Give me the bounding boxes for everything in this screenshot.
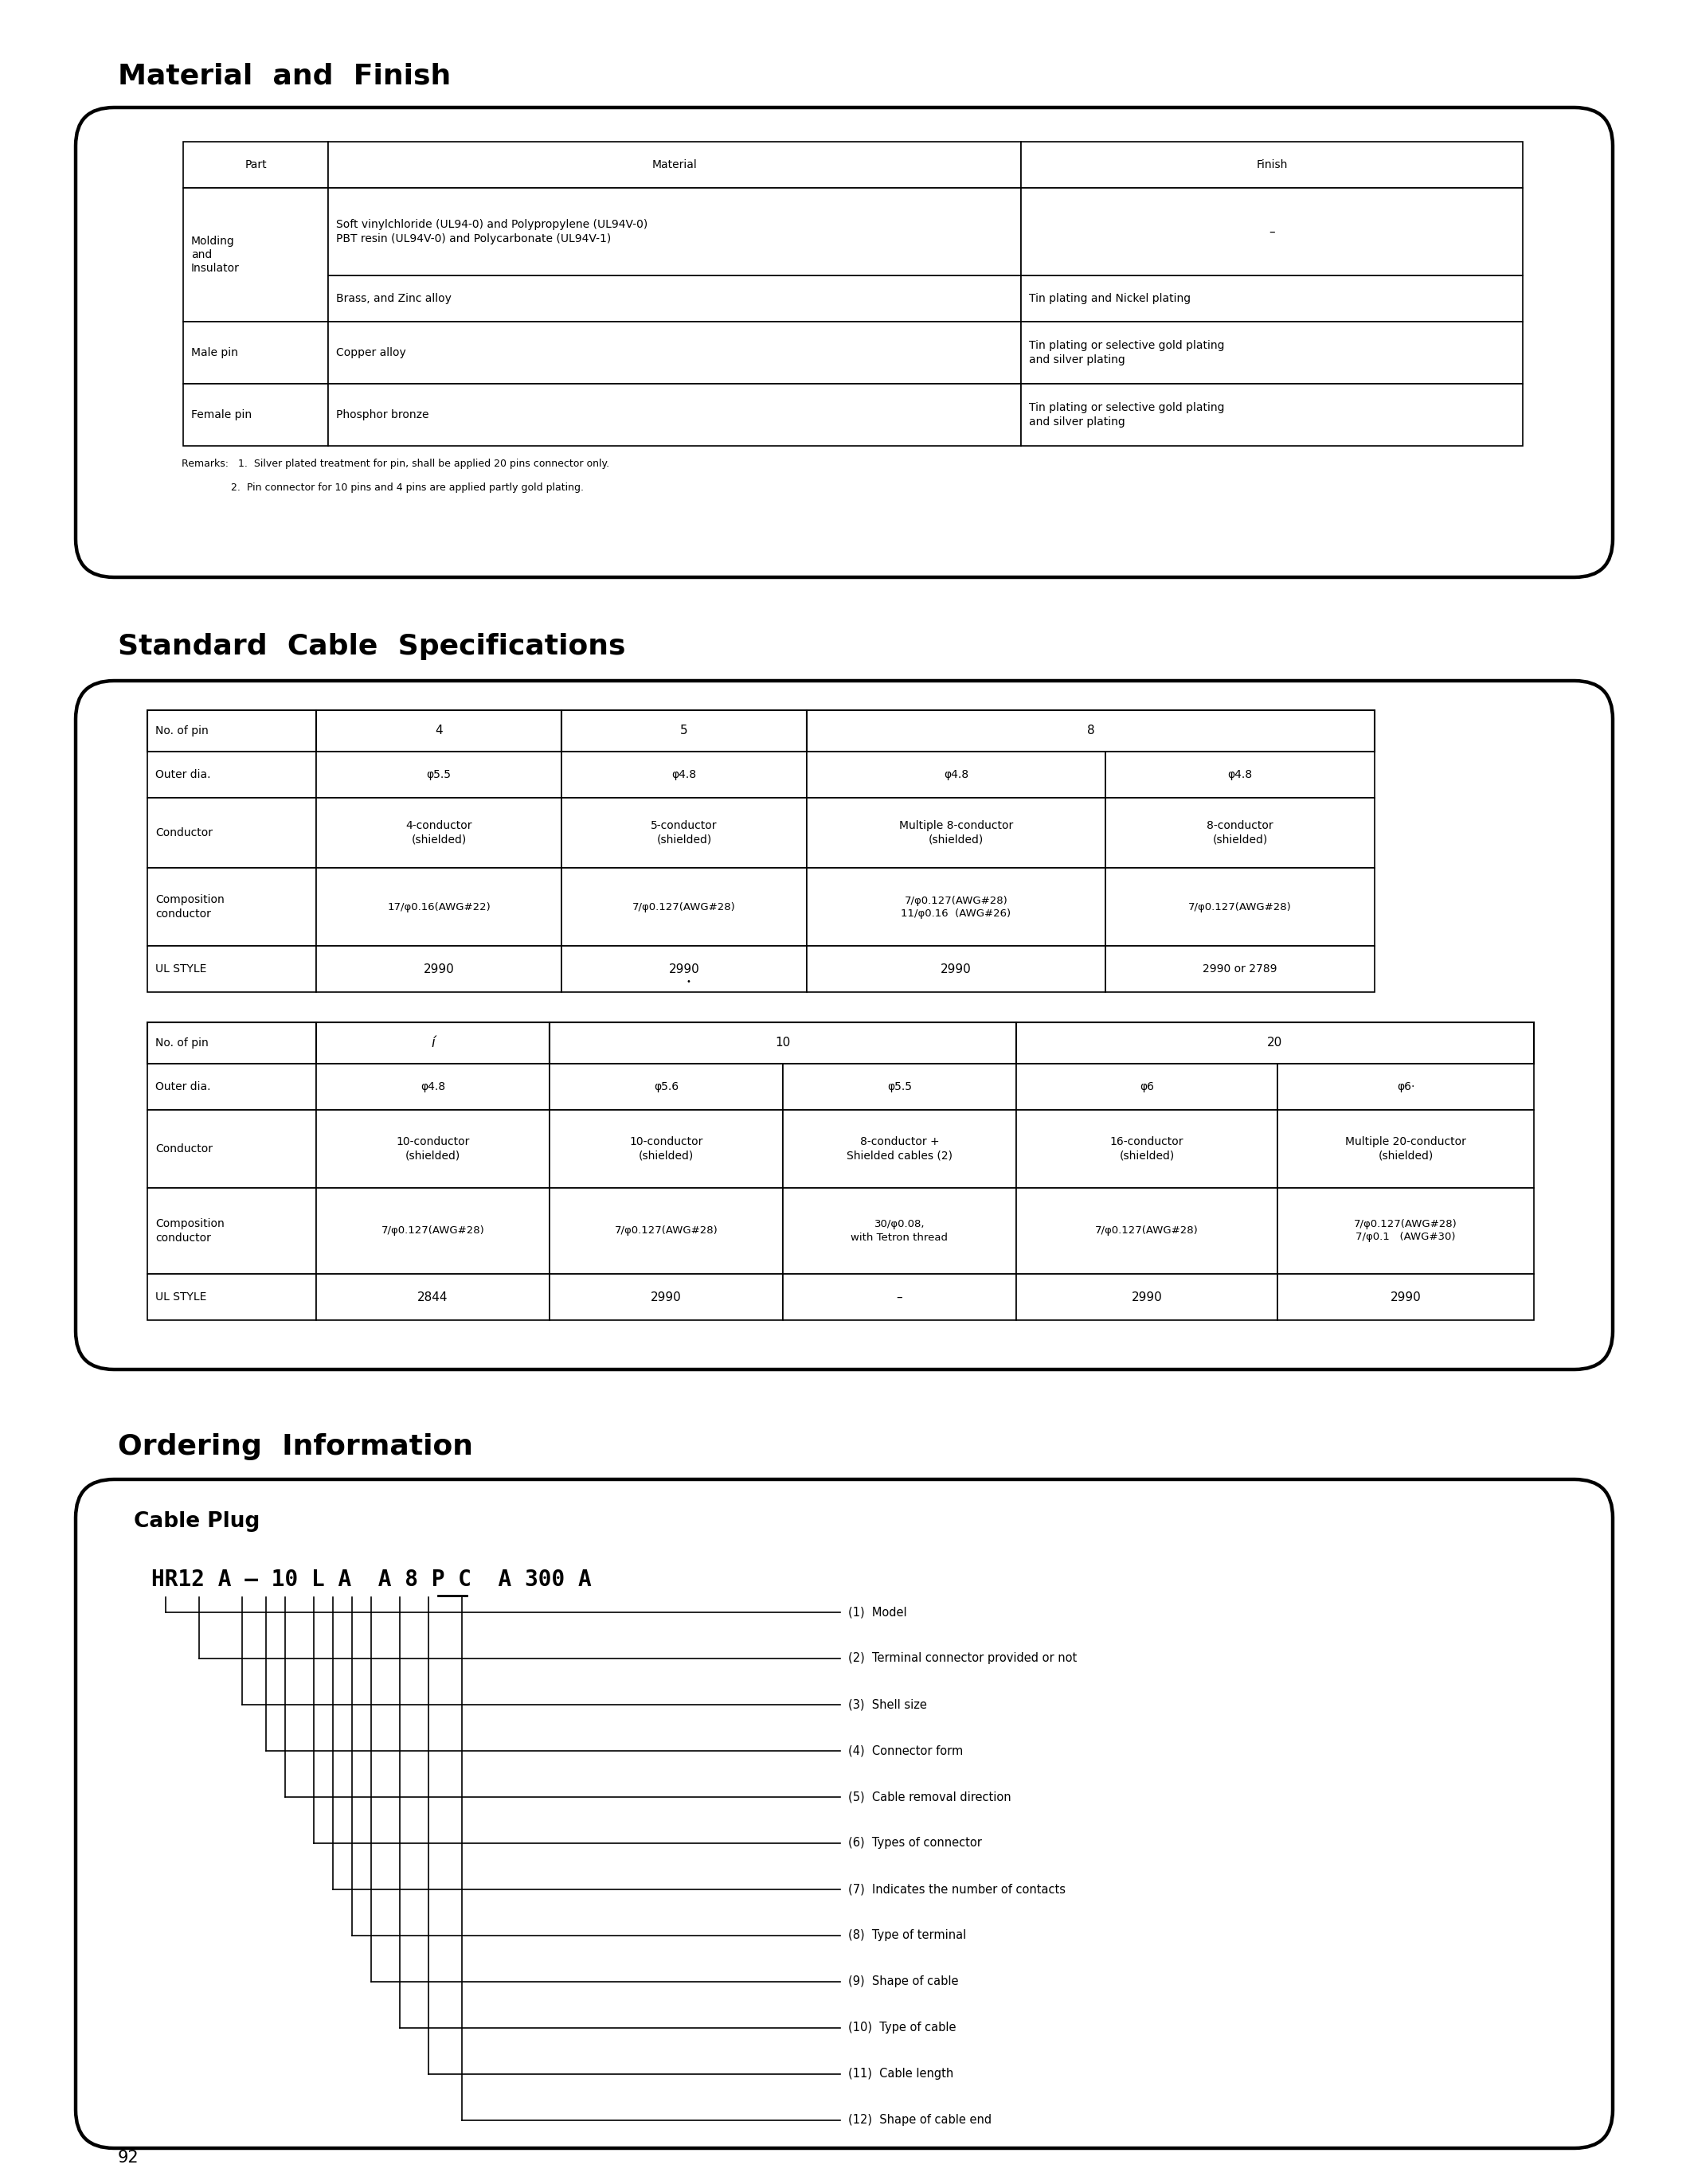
Bar — [782, 1273, 1016, 1319]
Bar — [1021, 142, 1523, 188]
Text: (10)  Type of cable: (10) Type of cable — [848, 2022, 957, 2033]
Text: φ4.8: φ4.8 — [421, 1081, 444, 1092]
Text: 7/φ0.127(AWG#28): 7/φ0.127(AWG#28) — [1188, 902, 1291, 913]
Text: Cable Plug: Cable Plug — [134, 1511, 260, 1531]
Bar — [1016, 1188, 1278, 1273]
Bar — [806, 867, 1105, 946]
Text: Tin plating or selective gold plating
and silver plating: Tin plating or selective gold plating an… — [1029, 341, 1225, 365]
Bar — [1278, 1188, 1535, 1273]
Text: Multiple 20-conductor
(shielded): Multiple 20-conductor (shielded) — [1345, 1136, 1467, 1162]
Text: 2990 or 2789: 2990 or 2789 — [1203, 963, 1278, 974]
Text: 4: 4 — [434, 725, 443, 736]
Text: 5: 5 — [681, 725, 688, 736]
Bar — [328, 142, 1021, 188]
Bar — [561, 797, 806, 867]
Text: (12)  Shape of cable end: (12) Shape of cable end — [848, 2114, 992, 2127]
Bar — [561, 751, 806, 797]
Text: φ6: φ6 — [1139, 1081, 1154, 1092]
Text: φ5.6: φ5.6 — [654, 1081, 679, 1092]
Text: (1)  Model: (1) Model — [848, 1607, 908, 1618]
Bar — [316, 1109, 549, 1188]
Text: (11)  Cable length: (11) Cable length — [848, 2068, 953, 2079]
Text: Copper alloy: Copper alloy — [336, 347, 406, 358]
Bar — [549, 1109, 782, 1188]
Bar — [316, 797, 561, 867]
Text: –: – — [896, 1291, 902, 1304]
Bar — [147, 946, 316, 992]
Text: Soft vinylchloride (UL94-0) and Polypropylene (UL94V-0)
PBT resin (UL94V-0) and : Soft vinylchloride (UL94-0) and Polyprop… — [336, 218, 647, 245]
Text: Brass, and Zinc alloy: Brass, and Zinc alloy — [336, 293, 451, 304]
Text: 8-conductor +
Shielded cables (2): 8-conductor + Shielded cables (2) — [847, 1136, 953, 1162]
Text: 2990: 2990 — [1131, 1291, 1163, 1304]
Bar — [147, 710, 316, 751]
Text: HR12 A – 10 L A  A 8 P C  A 300 A: HR12 A – 10 L A A 8 P C A 300 A — [152, 1568, 592, 1590]
FancyBboxPatch shape — [76, 1479, 1612, 2149]
Text: Composition
conductor: Composition conductor — [155, 895, 225, 919]
Text: í: í — [431, 1035, 434, 1051]
Bar — [1105, 867, 1374, 946]
Bar — [147, 1188, 316, 1273]
Text: (4)  Connector form: (4) Connector form — [848, 1745, 963, 1756]
Bar — [549, 1064, 782, 1109]
Text: 2844: 2844 — [417, 1291, 448, 1304]
Text: (3)  Shell size: (3) Shell size — [848, 1699, 926, 1710]
Bar — [806, 751, 1105, 797]
Bar — [147, 867, 316, 946]
Text: Multiple 8-conductor
(shielded): Multiple 8-conductor (shielded) — [899, 821, 1012, 845]
Text: Tin plating or selective gold plating
and silver plating: Tin plating or selective gold plating an… — [1029, 402, 1225, 428]
Text: 8: 8 — [1087, 725, 1095, 736]
Bar — [1016, 1022, 1535, 1064]
Text: 7/φ0.127(AWG#28): 7/φ0.127(AWG#28) — [615, 1225, 718, 1236]
Bar — [147, 1109, 316, 1188]
Bar — [183, 321, 328, 384]
Bar — [561, 867, 806, 946]
Bar — [147, 751, 316, 797]
Text: Outer dia.: Outer dia. — [155, 769, 211, 780]
Bar — [316, 1064, 549, 1109]
Text: 2.  Pin connector for 10 pins and 4 pins are applied partly gold plating.: 2. Pin connector for 10 pins and 4 pins … — [232, 483, 583, 494]
Text: Finish: Finish — [1256, 159, 1288, 170]
Bar — [549, 1188, 782, 1273]
Text: Ordering  Information: Ordering Information — [118, 1433, 473, 1461]
Text: 10-conductor
(shielded): 10-conductor (shielded) — [629, 1136, 703, 1162]
Bar — [806, 797, 1105, 867]
Bar — [147, 797, 316, 867]
Text: 4-conductor
(shielded): 4-conductor (shielded) — [406, 821, 472, 845]
FancyBboxPatch shape — [76, 681, 1612, 1369]
Text: φ5.5: φ5.5 — [426, 769, 451, 780]
Text: 7/φ0.127(AWG#28)
11/φ0.16  (AWG#26): 7/φ0.127(AWG#28) 11/φ0.16 (AWG#26) — [901, 895, 1011, 919]
Text: (8)  Type of terminal: (8) Type of terminal — [848, 1931, 967, 1942]
Text: 30/φ0.08,
with Tetron thread: 30/φ0.08, with Tetron thread — [852, 1219, 948, 1243]
Bar — [806, 710, 1374, 751]
Bar — [561, 946, 806, 992]
Bar — [316, 1188, 549, 1273]
Bar — [183, 188, 328, 321]
Text: (7)  Indicates the number of contacts: (7) Indicates the number of contacts — [848, 1883, 1066, 1896]
Bar — [782, 1109, 1016, 1188]
Bar — [1105, 946, 1374, 992]
Text: 2990: 2990 — [424, 963, 455, 974]
Text: 5-conductor
(shielded): 5-conductor (shielded) — [651, 821, 717, 845]
Text: Tin plating and Nickel plating: Tin plating and Nickel plating — [1029, 293, 1191, 304]
Text: UL STYLE: UL STYLE — [155, 1291, 206, 1302]
Bar — [316, 946, 561, 992]
Text: Part: Part — [245, 159, 267, 170]
Text: •: • — [686, 978, 691, 985]
Bar — [1016, 1109, 1278, 1188]
Bar — [1105, 751, 1374, 797]
Text: Material  and  Finish: Material and Finish — [118, 61, 451, 90]
Text: 20: 20 — [1268, 1037, 1283, 1048]
Bar — [1105, 797, 1374, 867]
Bar — [316, 867, 561, 946]
Text: Conductor: Conductor — [155, 1144, 213, 1155]
Bar — [316, 1022, 549, 1064]
Text: Composition
conductor: Composition conductor — [155, 1219, 225, 1243]
Text: Molding
and
Insulator: Molding and Insulator — [191, 236, 240, 275]
Bar — [1021, 275, 1523, 321]
Text: Female pin: Female pin — [191, 408, 252, 419]
Text: 8-conductor
(shielded): 8-conductor (shielded) — [1207, 821, 1273, 845]
Text: 7/φ0.127(AWG#28)
7/φ0.1   (AWG#30): 7/φ0.127(AWG#28) 7/φ0.1 (AWG#30) — [1354, 1219, 1457, 1243]
Bar — [1021, 188, 1523, 275]
Bar — [147, 1022, 316, 1064]
Text: φ4.8: φ4.8 — [943, 769, 968, 780]
